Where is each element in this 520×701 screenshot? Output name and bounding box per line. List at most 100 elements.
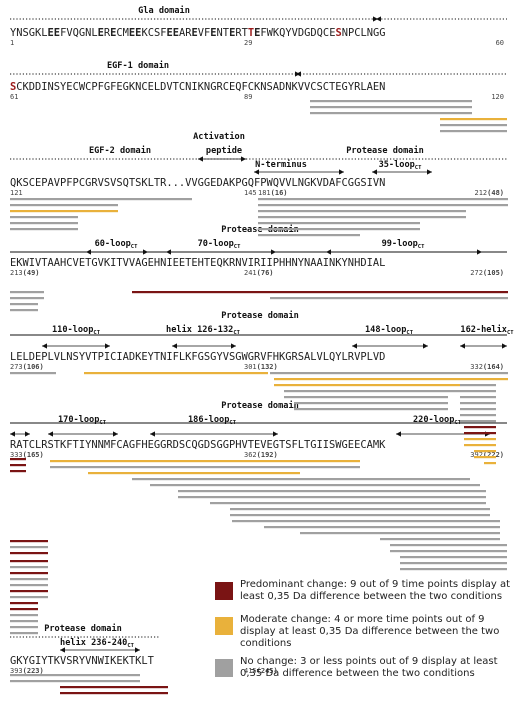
peptide-bar — [258, 234, 360, 237]
residue-number: 301(132) — [244, 363, 278, 371]
peptide-bar — [460, 402, 496, 405]
arrowhead-right-icon — [295, 71, 300, 77]
peptide-bar — [132, 291, 508, 294]
peptide-bar — [10, 560, 48, 563]
peptide-bar — [60, 686, 168, 689]
peptide-bar — [178, 496, 486, 499]
arrowhead-right-icon — [271, 249, 276, 255]
peptide-bar — [464, 438, 496, 441]
peptide-bar — [50, 466, 360, 469]
peptide-bar — [440, 130, 507, 133]
peptide-bar — [10, 458, 26, 461]
arrowhead-left-icon — [326, 249, 331, 255]
peptide-bar — [274, 378, 508, 381]
arrowhead-left-icon — [254, 169, 259, 175]
residue-number: 1 — [10, 39, 14, 47]
residue-number: 272(105) — [470, 269, 504, 277]
region-label: helix 126-132CT — [166, 324, 241, 336]
peptide-bar — [10, 602, 38, 605]
residue-number: 273(106) — [10, 363, 44, 371]
peptide-bar — [440, 124, 507, 127]
arrowhead-left-icon — [86, 249, 91, 255]
peptide-bar — [10, 303, 38, 306]
region-label: 186-loopCT — [188, 415, 237, 426]
arrowhead-right-icon — [273, 431, 278, 437]
peptide-bar — [274, 384, 460, 387]
peptide-bar — [474, 456, 496, 459]
peptide-bar — [460, 420, 496, 423]
arrowhead-left-icon — [396, 431, 401, 437]
peptide-bar — [10, 620, 38, 623]
arrowhead-right-icon — [105, 343, 110, 349]
residue-number: 392(222) — [470, 451, 504, 459]
peptide-bar — [300, 532, 500, 535]
peptide-bar — [10, 540, 48, 543]
residue-number: 333(165) — [10, 451, 44, 459]
peptide-bar — [10, 566, 48, 569]
legend-text: No change: 3 or less points out of 9 dis… — [240, 656, 498, 667]
region-label: Protease domain — [346, 145, 424, 156]
arrowhead-right-icon — [423, 343, 428, 349]
peptide-bar — [10, 680, 140, 683]
region-label: 148-loopCT — [365, 325, 414, 336]
peptide-bar — [258, 204, 508, 207]
arrowhead-left-icon — [352, 343, 357, 349]
sequence-line: YNSGKLEEFVQGNLERECMEEKCSFEEAREVFENTERTTE… — [10, 27, 386, 39]
peptide-bar — [88, 472, 300, 475]
arrowhead-right-icon — [143, 249, 148, 255]
region-label: 110-loopCT — [52, 325, 101, 336]
peptide-bar — [284, 390, 460, 393]
arrowhead-right-icon — [502, 343, 507, 349]
legend-text: Moderate change: 4 or more time points o… — [240, 614, 485, 625]
peptide-bar — [464, 444, 496, 447]
region-label: 170-loopCT — [58, 415, 107, 426]
peptide-bar — [10, 228, 78, 231]
peptide-bar — [10, 464, 26, 467]
peptide-bar — [400, 556, 507, 559]
peptide-bar — [10, 198, 192, 201]
peptide-bar — [10, 309, 38, 312]
peptide-bar — [310, 112, 472, 115]
arrowhead-right-icon — [135, 647, 140, 653]
sequence-line: GKYGIYTKVSRYVNWIKEKTKLT — [10, 655, 155, 667]
peptide-bar — [10, 552, 48, 555]
peptide-bar — [460, 414, 496, 417]
peptide-bar — [460, 396, 496, 399]
region-label: 162-helixCT — [460, 324, 514, 336]
peptide-bar — [230, 508, 490, 511]
arrowhead-left-icon — [372, 169, 377, 175]
peptide-bar — [10, 216, 78, 219]
arrowhead-left-icon — [460, 343, 465, 349]
peptide-bar — [10, 204, 118, 207]
region-label: peptide — [206, 145, 242, 156]
region-label: helix 236-240CT — [60, 637, 135, 649]
arrowhead-left-icon — [198, 156, 203, 162]
legend-swatch — [215, 659, 233, 677]
sequence-line: EKWIVTAAHCVETGVKITVVAGEHNIEETEHTEQKRNVIR… — [10, 257, 385, 269]
peptide-bar — [484, 462, 496, 465]
peptide-bar — [258, 228, 420, 231]
arrowhead-right-icon — [339, 169, 344, 175]
arrowhead-right-icon — [373, 16, 378, 22]
peptide-bar — [50, 460, 360, 463]
region-label: 220-loopCT — [413, 415, 462, 426]
residue-number: 362(192) — [244, 451, 278, 459]
peptide-bar — [10, 572, 48, 575]
residue-number: 213(49) — [10, 269, 40, 277]
region-label: 70-loopCT — [198, 239, 242, 250]
region-label: 35-loopCT — [379, 160, 423, 171]
arrowhead-right-icon — [231, 343, 236, 349]
sequence-line: LELDEPLVLNSYVTPICIADKEYTNIFLKFGSGYVSGWGR… — [10, 351, 385, 363]
arrowhead-right-icon — [477, 249, 482, 255]
peptide-bar — [258, 216, 466, 219]
arrowhead-left-icon — [172, 343, 177, 349]
peptide-bar — [460, 384, 496, 387]
peptide-bar — [258, 222, 420, 225]
peptide-bar — [464, 432, 496, 435]
peptide-bar — [10, 222, 78, 225]
arrowhead-right-icon — [25, 431, 30, 437]
peptide-bar — [10, 608, 38, 611]
residue-number: 60 — [496, 39, 504, 47]
peptide-bar — [232, 520, 500, 523]
